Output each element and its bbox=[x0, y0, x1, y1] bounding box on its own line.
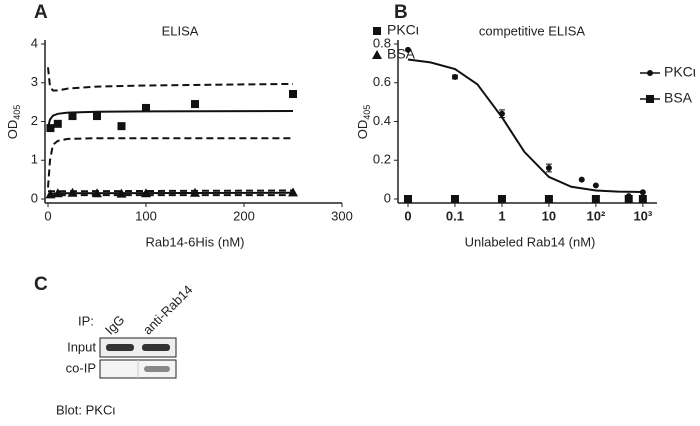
data-point bbox=[46, 124, 55, 133]
y-axis-label-main: OD bbox=[355, 120, 370, 140]
data-point bbox=[450, 195, 459, 203]
x-axis-label: Unlabeled Rab14 (nM) bbox=[465, 234, 596, 249]
fit-line bbox=[47, 110, 294, 128]
data-point bbox=[545, 165, 552, 171]
data-point bbox=[405, 46, 411, 53]
y-tick-label: 0.4 bbox=[373, 113, 391, 128]
data-point bbox=[451, 73, 458, 80]
fit-line bbox=[47, 137, 293, 188]
data-point bbox=[544, 195, 553, 203]
legend-marker bbox=[372, 50, 382, 59]
y-axis-label: OD405 bbox=[355, 105, 372, 140]
chart-title: ELISA bbox=[162, 23, 199, 38]
legend-marker bbox=[646, 95, 654, 103]
y-axis-label-sub: 405 bbox=[362, 105, 372, 120]
y-tick-label: 0 bbox=[384, 190, 391, 205]
fit-line bbox=[48, 189, 294, 193]
x-tick-label: 1 bbox=[498, 208, 505, 223]
data-point bbox=[68, 112, 77, 121]
data-point bbox=[93, 112, 101, 121]
y-axis-label-main: OD bbox=[5, 120, 20, 140]
panel-label: A bbox=[34, 2, 48, 23]
x-tick-label: 0 bbox=[404, 208, 411, 223]
data-point bbox=[578, 176, 585, 183]
y-tick-label: 4 bbox=[31, 35, 38, 50]
ip-label: IP: bbox=[78, 313, 94, 328]
fit-line bbox=[47, 67, 294, 92]
data-point bbox=[117, 122, 126, 131]
x-tick-label: 0.1 bbox=[446, 208, 464, 223]
panel-label: C bbox=[34, 274, 48, 295]
y-tick-label: 3 bbox=[31, 74, 38, 89]
legend-label: PKCι bbox=[387, 22, 419, 38]
data-point bbox=[404, 195, 412, 203]
data-point bbox=[142, 103, 150, 112]
blot-image bbox=[99, 337, 177, 379]
x-tick-label: 100 bbox=[135, 208, 157, 223]
legend-label: BSA bbox=[664, 90, 693, 106]
chart-title: competitive ELISA bbox=[479, 23, 586, 38]
blot-label: Blot: PKCι bbox=[56, 402, 115, 417]
x-axis-label: Rab14-6His (nM) bbox=[146, 234, 245, 249]
panel-label: B bbox=[394, 2, 408, 23]
y-axis-label-sub: 405 bbox=[12, 105, 22, 120]
legend-marker bbox=[647, 70, 653, 76]
y-axis-label: OD405 bbox=[5, 105, 22, 140]
x-tick-label: 0 bbox=[44, 208, 51, 223]
legend-label: PKCι bbox=[664, 64, 696, 80]
data-point bbox=[591, 195, 600, 203]
data-point bbox=[638, 195, 647, 203]
data-point bbox=[289, 89, 297, 98]
x-tick-label: 300 bbox=[331, 208, 353, 223]
data-point bbox=[624, 195, 633, 203]
x-tick-label: 10³ bbox=[633, 208, 652, 223]
x-tick-label: 10 bbox=[542, 208, 556, 223]
y-tick-label: 0.6 bbox=[373, 74, 391, 89]
y-tick-label: 0.2 bbox=[373, 152, 391, 167]
lane-label: IgG bbox=[102, 312, 127, 337]
row-label: co-IP bbox=[66, 360, 96, 375]
fit-line bbox=[47, 191, 294, 196]
data-point bbox=[497, 195, 506, 203]
y-tick-label: 0.8 bbox=[373, 35, 391, 50]
x-tick-label: 10² bbox=[586, 208, 605, 223]
legend-marker bbox=[373, 27, 381, 35]
row-label: Input bbox=[67, 339, 96, 354]
y-tick-label: 1 bbox=[31, 152, 38, 167]
fit-line bbox=[47, 194, 293, 199]
y-tick-label: 0 bbox=[31, 190, 38, 205]
fit-line bbox=[407, 58, 643, 193]
x-tick-label: 200 bbox=[233, 208, 255, 223]
y-tick-label: 2 bbox=[31, 113, 38, 128]
data-point bbox=[191, 100, 199, 109]
data-point bbox=[592, 182, 599, 189]
data-point bbox=[53, 119, 62, 128]
lane-label: anti-Rab14 bbox=[140, 282, 196, 338]
